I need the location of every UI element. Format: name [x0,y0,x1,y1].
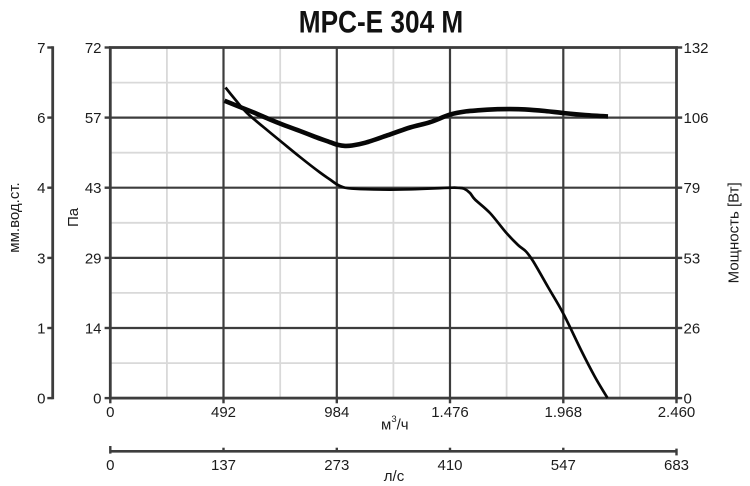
svg-text:4: 4 [37,180,45,197]
svg-text:MPC-E 304 M: MPC-E 304 M [299,3,464,39]
svg-text:29: 29 [85,250,102,267]
svg-text:273: 273 [324,457,349,474]
svg-text:137: 137 [211,457,236,474]
svg-text:1.968: 1.968 [545,404,583,421]
svg-text:984: 984 [324,404,349,421]
svg-text:1.476: 1.476 [431,404,469,421]
svg-text:57: 57 [85,110,102,127]
svg-text:6: 6 [37,110,45,127]
svg-text:132: 132 [684,40,709,57]
svg-text:мм.вод.ст.: мм.вод.ст. [6,182,23,252]
svg-text:Мощность [Вт]: Мощность [Вт] [725,182,742,283]
svg-text:106: 106 [684,110,709,127]
svg-text:0: 0 [93,391,101,408]
svg-text:0: 0 [106,457,114,474]
svg-text:0: 0 [684,391,692,408]
svg-text:0: 0 [106,404,114,421]
svg-text:3: 3 [37,250,45,267]
svg-text:53: 53 [684,250,701,267]
svg-text:72: 72 [85,40,102,57]
svg-text:2.460: 2.460 [658,404,696,421]
svg-text:7: 7 [37,40,45,57]
svg-text:547: 547 [551,457,576,474]
svg-text:0: 0 [37,391,45,408]
svg-text:683: 683 [664,457,689,474]
svg-text:79: 79 [684,180,701,197]
svg-text:14: 14 [85,320,102,337]
svg-text:1: 1 [37,320,45,337]
svg-text:26: 26 [684,320,701,337]
svg-text:Па: Па [65,207,82,227]
svg-text:43: 43 [85,180,102,197]
svg-text:л/с: л/с [384,468,405,485]
svg-text:м3/ч: м3/ч [381,414,409,433]
svg-text:410: 410 [437,457,462,474]
svg-text:492: 492 [211,404,236,421]
